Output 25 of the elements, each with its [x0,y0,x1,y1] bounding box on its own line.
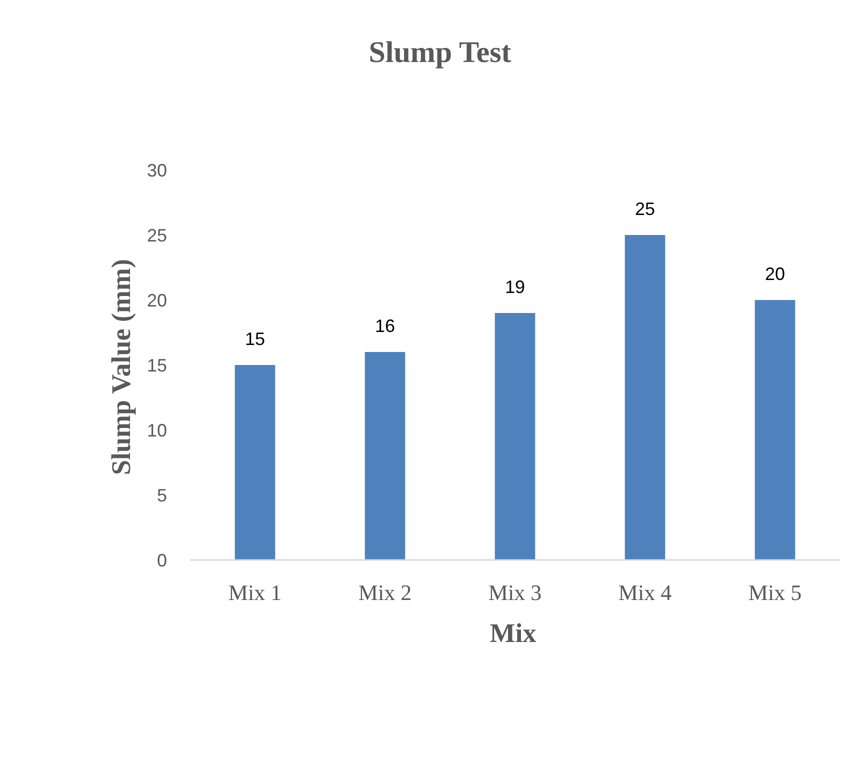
chart-title: Slump Test [368,36,512,69]
data-label: 19 [504,277,526,297]
x-tick-label: Mix 1 [228,580,282,605]
bar [494,313,536,560]
y-axis-title: Slump Value (mm) [106,258,136,476]
data-label: 25 [634,199,656,219]
y-tick-label: 25 [146,225,167,246]
x-tick-label: Mix 4 [618,580,672,605]
y-tick-label: 30 [146,160,167,180]
bar [754,300,796,560]
data-label: 20 [764,264,786,284]
bar [364,352,406,560]
y-tick-label: 20 [146,290,167,310]
x-tick-label: Mix 5 [748,580,802,605]
bar [624,235,666,560]
y-tick-label: 10 [146,420,167,440]
x-axis-title: Mix [490,618,537,648]
data-label: 16 [374,316,396,336]
x-tick-label: Mix 2 [358,580,412,605]
y-tick-label: 5 [156,485,167,506]
x-tick-label: Mix 3 [488,580,542,605]
data-label: 15 [244,329,266,349]
y-tick-label: 0 [156,550,167,570]
y-tick-label: 15 [146,355,167,376]
bar [234,365,276,560]
